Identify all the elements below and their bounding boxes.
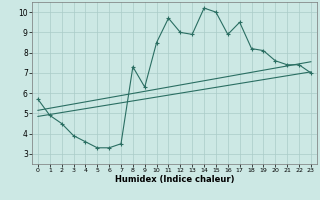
X-axis label: Humidex (Indice chaleur): Humidex (Indice chaleur) (115, 175, 234, 184)
